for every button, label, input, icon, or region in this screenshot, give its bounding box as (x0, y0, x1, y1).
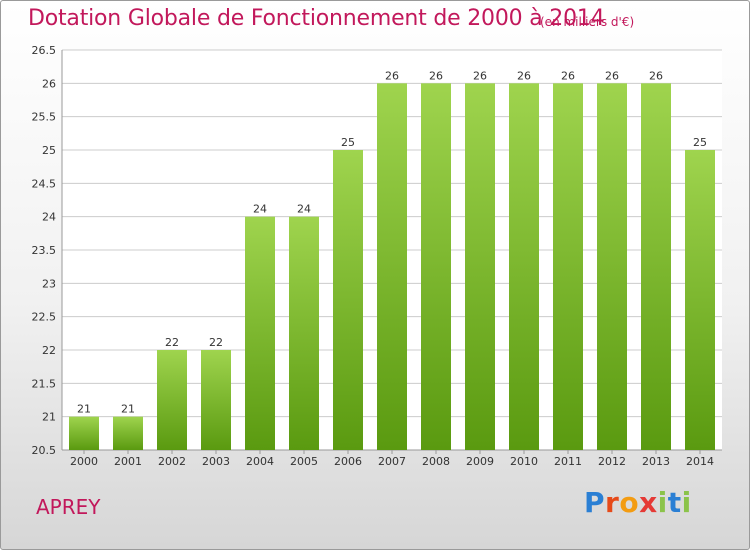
logo-letter: o (619, 486, 640, 519)
data-label: 26 (385, 69, 399, 82)
y-tick-label: 23 (42, 277, 56, 290)
y-tick-label: 24.5 (32, 177, 57, 190)
bar (465, 83, 495, 450)
data-label: 22 (209, 336, 223, 349)
x-tick-label: 2011 (554, 455, 582, 468)
data-label: 26 (605, 69, 619, 82)
bar (289, 216, 319, 450)
x-tick-label: 2005 (290, 455, 318, 468)
data-label: 24 (297, 203, 311, 216)
y-tick-label: 21.5 (32, 377, 57, 390)
bar (245, 216, 275, 450)
bar (685, 150, 715, 450)
bar (201, 350, 231, 450)
y-tick-label: 26 (42, 77, 56, 90)
bar (157, 350, 187, 450)
x-tick-label: 2014 (686, 455, 714, 468)
x-tick-label: 2010 (510, 455, 538, 468)
data-label: 26 (429, 69, 443, 82)
data-label: 21 (121, 403, 135, 416)
bar (641, 83, 671, 450)
y-tick-label: 25 (42, 144, 56, 157)
y-tick-label: 20.5 (32, 444, 57, 457)
logo-letter: i (657, 486, 668, 519)
y-tick-label: 23.5 (32, 244, 57, 257)
x-tick-label: 2000 (70, 455, 98, 468)
proxiti-logo: Proxiti (584, 486, 692, 519)
data-label: 22 (165, 336, 179, 349)
x-tick-label: 2013 (642, 455, 670, 468)
y-tick-label: 26.5 (32, 44, 57, 57)
bar (377, 83, 407, 450)
bar (597, 83, 627, 450)
bar (509, 83, 539, 450)
data-label: 26 (649, 69, 663, 82)
data-label: 26 (517, 69, 531, 82)
x-tick-label: 2004 (246, 455, 274, 468)
bar (553, 83, 583, 450)
commune-name: APREY (36, 495, 101, 519)
logo-letter: i (681, 486, 692, 519)
x-tick-label: 2001 (114, 455, 142, 468)
x-tick-label: 2008 (422, 455, 450, 468)
logo-letter: P (584, 486, 606, 519)
y-tick-label: 22.5 (32, 311, 57, 324)
y-tick-label: 22 (42, 344, 56, 357)
bar (333, 150, 363, 450)
bar (69, 416, 99, 450)
chart-title: Dotation Globale de Fonctionnement de 20… (28, 6, 605, 31)
x-tick-label: 2007 (378, 455, 406, 468)
x-tick-label: 2002 (158, 455, 186, 468)
logo-letter: x (639, 486, 658, 519)
data-label: 26 (473, 69, 487, 82)
bar (113, 416, 143, 450)
x-tick-label: 2006 (334, 455, 362, 468)
bar (421, 83, 451, 450)
x-tick-label: 2003 (202, 455, 230, 468)
y-tick-label: 24 (42, 211, 56, 224)
y-tick-label: 25.5 (32, 111, 57, 124)
data-label: 25 (693, 136, 707, 149)
logo-letter: r (605, 486, 620, 519)
data-label: 25 (341, 136, 355, 149)
y-tick-label: 21 (42, 411, 56, 424)
data-label: 21 (77, 403, 91, 416)
x-tick-label: 2009 (466, 455, 494, 468)
data-label: 24 (253, 203, 267, 216)
x-tick-label: 2012 (598, 455, 626, 468)
logo-letter: t (667, 486, 682, 519)
chart-subtitle: (en milliers d'€) (540, 15, 635, 29)
data-label: 26 (561, 69, 575, 82)
